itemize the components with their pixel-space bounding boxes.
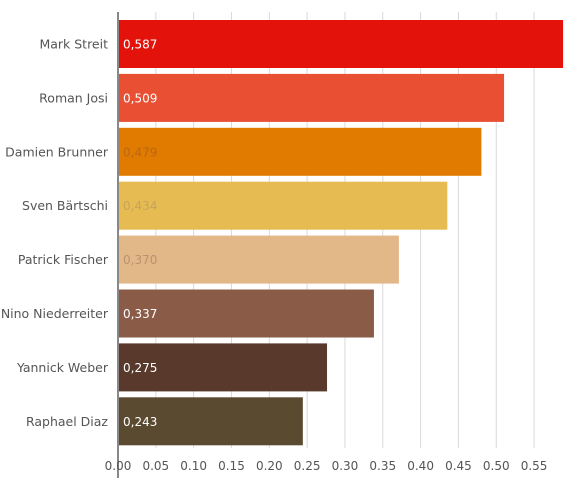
x-tick-label: 0.55: [521, 459, 548, 473]
value-label: 0,587: [123, 38, 157, 52]
category-label: Sven Bärtschi: [22, 198, 108, 213]
x-tick-label: 0.05: [142, 459, 169, 473]
x-tick-label: 0.15: [218, 459, 245, 473]
category-label: Damien Brunner: [5, 144, 109, 159]
bar: [119, 73, 505, 122]
value-label: 0,275: [123, 361, 157, 375]
value-label: 0,337: [123, 307, 157, 321]
bar: [119, 397, 303, 446]
bar: [119, 20, 564, 68]
category-label: Yannick Weber: [16, 360, 109, 375]
category-labels: Mark Streit Roman Josi Damien Brunner Sven …: [1, 37, 109, 429]
bar: [119, 343, 328, 392]
bar: [119, 181, 448, 230]
bar: [119, 235, 399, 284]
x-tick-label: 0.50: [483, 459, 510, 473]
x-tick-label: 0.45: [445, 459, 472, 473]
x-axis-ticks: 0.00 0.05 0.10 0.15 0.20 0.25 0.30 0.35 0.40 0.45…: [105, 459, 548, 473]
x-tick-label: 0.40: [407, 459, 434, 473]
bar: [119, 289, 374, 338]
category-label: Roman Josi: [39, 90, 108, 105]
category-label: Patrick Fischer: [18, 252, 109, 267]
category-label: Raphael Diaz: [26, 414, 108, 429]
x-tick-label: 0.30: [332, 459, 359, 473]
x-tick-label: 0.35: [369, 459, 396, 473]
bars: 0,587 0,509 0,479 0,434 0,370 0,337 0,275 0,243: [119, 20, 564, 446]
bar: [119, 127, 482, 176]
x-tick-label: 0.10: [180, 459, 207, 473]
x-tick-label: 0.25: [294, 459, 321, 473]
x-tick-label: 0.20: [256, 459, 283, 473]
category-label: Mark Streit: [39, 37, 108, 52]
x-tick-label: 0.00: [105, 459, 132, 473]
category-label: Nino Niederreiter: [1, 306, 109, 321]
value-label: 0,243: [123, 415, 157, 429]
value-label: 0,479: [123, 145, 157, 159]
value-label: 0,434: [123, 199, 157, 213]
value-label: 0,370: [123, 253, 157, 267]
value-label: 0,509: [123, 91, 157, 105]
